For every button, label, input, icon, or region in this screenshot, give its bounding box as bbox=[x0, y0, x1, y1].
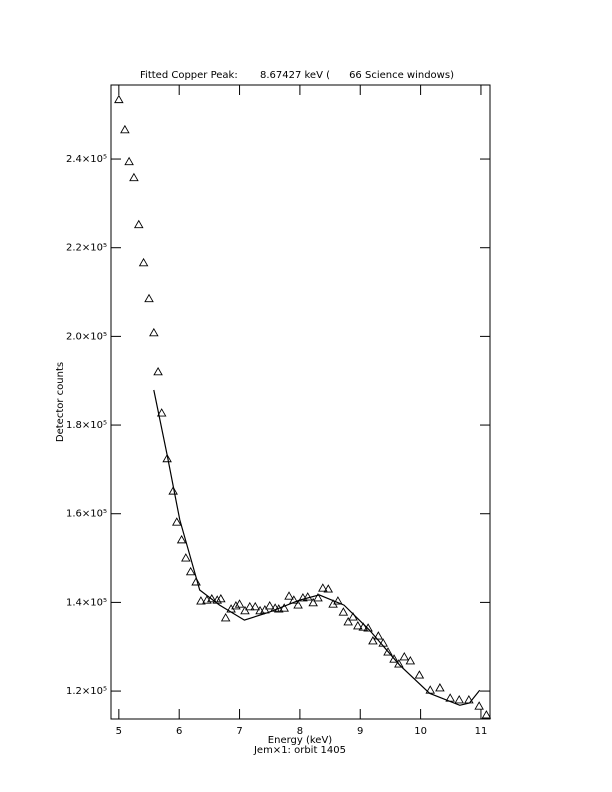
triangle-marker bbox=[181, 553, 191, 562]
triangle-marker bbox=[474, 701, 484, 710]
triangle-marker bbox=[185, 566, 196, 576]
y-tick-label: 2.0×10⁵ bbox=[66, 331, 107, 342]
x-tick-label: 7 bbox=[236, 726, 242, 737]
triangle-marker bbox=[114, 94, 124, 104]
triangle-marker bbox=[414, 670, 425, 679]
triangle-marker bbox=[240, 605, 250, 615]
triangle-marker bbox=[435, 683, 445, 692]
triangle-marker bbox=[284, 591, 294, 600]
triangle-marker bbox=[293, 600, 303, 609]
triangle-marker bbox=[394, 659, 404, 668]
triangle-marker bbox=[279, 603, 289, 612]
x-tick-label: 8 bbox=[297, 726, 303, 737]
triangle-marker bbox=[220, 613, 231, 622]
triangle-marker bbox=[124, 156, 134, 166]
triangle-marker bbox=[129, 172, 139, 182]
triangle-marker bbox=[245, 601, 255, 611]
triangle-marker bbox=[353, 620, 363, 630]
triangle-marker bbox=[343, 616, 353, 626]
x-tick-label: 5 bbox=[116, 726, 122, 737]
triangle-marker bbox=[191, 577, 201, 586]
chart-title: Fitted Copper Peak: 8.67427 keV ( 66 Sci… bbox=[140, 70, 454, 81]
triangle-marker bbox=[260, 605, 270, 614]
subtitle: Jem×1: orbit 1405 bbox=[253, 745, 346, 756]
triangle-marker bbox=[313, 593, 323, 602]
triangle-marker bbox=[216, 593, 226, 603]
x-tick-label: 11 bbox=[475, 726, 488, 737]
fit-line bbox=[153, 389, 481, 706]
y-tick-label: 1.4×10⁵ bbox=[66, 597, 107, 608]
triangle-marker bbox=[308, 597, 318, 607]
y-tick-label: 2.2×10⁵ bbox=[66, 243, 107, 254]
triangle-marker bbox=[168, 486, 178, 495]
triangle-marker bbox=[454, 695, 464, 704]
triangle-marker bbox=[250, 601, 261, 611]
triangle-marker bbox=[176, 534, 187, 544]
triangle-marker bbox=[399, 652, 410, 661]
triangle-marker bbox=[302, 592, 313, 601]
triangle-marker bbox=[389, 654, 399, 663]
triangle-marker bbox=[481, 710, 492, 719]
triangle-marker bbox=[425, 685, 436, 694]
x-tick-label: 10 bbox=[414, 726, 427, 737]
triangle-marker bbox=[368, 636, 378, 645]
triangle-marker bbox=[144, 293, 154, 303]
y-tick-label: 1.8×10⁵ bbox=[66, 420, 107, 431]
triangle-marker bbox=[196, 596, 206, 605]
triangle-marker bbox=[120, 124, 130, 134]
triangle-marker bbox=[231, 601, 241, 610]
triangle-marker bbox=[138, 257, 149, 267]
triangle-marker bbox=[323, 584, 334, 593]
triangle-marker bbox=[156, 408, 167, 417]
triangle-marker bbox=[338, 607, 349, 616]
triangle-marker bbox=[333, 596, 343, 605]
triangle-marker bbox=[289, 595, 299, 604]
triangle-marker bbox=[405, 656, 416, 665]
y-tick-label: 1.6×10⁵ bbox=[66, 509, 107, 520]
y-tick-label: 2.4×10⁵ bbox=[66, 154, 107, 165]
triangle-marker bbox=[383, 647, 393, 656]
x-axis-label: Energy (keV) bbox=[268, 735, 333, 746]
plot-frame bbox=[110, 84, 491, 720]
x-tick-label: 9 bbox=[357, 726, 363, 737]
triangle-marker bbox=[264, 601, 275, 610]
triangle-marker bbox=[373, 631, 384, 640]
x-tick-label: 6 bbox=[176, 726, 182, 737]
triangle-marker bbox=[162, 453, 172, 463]
triangle-marker bbox=[363, 623, 373, 632]
triangle-marker bbox=[133, 219, 144, 229]
triangle-marker bbox=[318, 583, 328, 592]
y-tick-label: 1.2×10⁵ bbox=[66, 686, 107, 697]
triangle-marker bbox=[172, 517, 182, 526]
triangle-marker bbox=[149, 327, 159, 337]
triangle-marker bbox=[234, 599, 245, 608]
y-axis-label: Detector counts bbox=[55, 362, 66, 442]
triangle-marker bbox=[153, 366, 163, 376]
